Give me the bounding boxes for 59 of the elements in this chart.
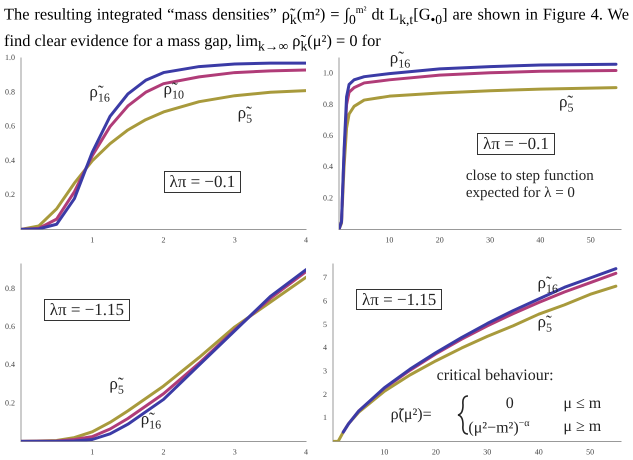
- x-tick-label: 50: [586, 235, 595, 244]
- series-label: ρ̃$_{16}$: [537, 272, 558, 296]
- y-tick-label: 0.4: [323, 162, 333, 172]
- y-tick-label: 0.2: [323, 193, 333, 202]
- y-tick-label: 0.2: [5, 398, 15, 408]
- x-tick-label: 10: [385, 235, 394, 244]
- series-label: ρ̃$_{10}$: [164, 78, 184, 102]
- x-tick-label: 20: [436, 235, 444, 244]
- annotation: close to step function expected for λ = 0: [466, 168, 594, 202]
- x-tick-label: 1: [90, 235, 94, 244]
- y-tick-label: 4: [323, 343, 327, 352]
- y-tick-label: 2: [323, 390, 327, 399]
- y-tick-label: 0.6: [323, 131, 333, 140]
- series-label: ρ̃$_{5}$: [238, 102, 252, 126]
- x-tick-label: 2: [162, 235, 166, 244]
- y-tick-label: 1: [323, 413, 327, 422]
- x-tick-label: 2: [162, 447, 166, 456]
- y-tick-label: 0.4: [5, 156, 15, 165]
- x-tick-label: 3: [232, 447, 237, 456]
- y-tick-label: 7: [323, 273, 327, 282]
- x-tick-label: 4: [304, 447, 308, 456]
- y-tick-label: 0.8: [5, 87, 15, 96]
- y-tick-label: 0.2: [5, 190, 15, 200]
- series-label: ρ̃$_{5}$: [109, 374, 124, 398]
- annotation: (μ²−m²)$^{−α}$: [468, 418, 530, 438]
- annotation: critical behaviour:: [436, 366, 554, 386]
- series-label: ρ̃$_{16}$: [89, 82, 110, 106]
- y-tick-label: 0.6: [5, 122, 15, 131]
- annotation: λπ = −1.15: [356, 288, 442, 310]
- y-tick-label: 0.6: [5, 322, 15, 332]
- x-tick-label: 50: [586, 447, 594, 456]
- x-tick-label: 30: [486, 235, 494, 244]
- x-tick-label: 10: [380, 447, 388, 456]
- annotation: λπ = −0.1: [477, 133, 555, 155]
- x-tick-label: 1: [90, 447, 94, 456]
- x-tick-label: 3: [232, 235, 237, 244]
- series-label: ρ̃$_{5}$: [558, 92, 574, 116]
- annotation: ρ̃(μ²)=: [390, 406, 432, 424]
- y-tick-label: 0.8: [323, 100, 333, 109]
- y-tick-label: 1.0: [5, 53, 15, 62]
- annotation: λπ = −0.1: [164, 171, 242, 193]
- y-tick-label: 0.8: [5, 284, 15, 293]
- x-tick-label: 4: [304, 235, 308, 244]
- y-tick-label: 3: [323, 366, 327, 376]
- series-label: ρ̃$_{5}$: [537, 312, 552, 336]
- series-label: ρ̃$_{16}$: [140, 409, 162, 433]
- annotation: 0: [506, 395, 514, 414]
- y-tick-label: 6: [323, 296, 327, 306]
- annotation: μ ≤ m: [563, 395, 602, 414]
- x-tick-label: 40: [536, 235, 544, 244]
- x-tick-label: 30: [483, 447, 492, 456]
- y-tick-label: 0.4: [5, 360, 15, 370]
- annotation: μ ≥ m: [563, 418, 602, 437]
- annotation: λπ = −1.15: [44, 299, 130, 322]
- x-tick-label: 40: [534, 447, 543, 456]
- x-tick-label: 20: [432, 447, 440, 456]
- y-tick-label: 5: [323, 320, 327, 329]
- y-tick-label: 1.0: [323, 68, 333, 78]
- series-label: ρ̃$_{16}$: [390, 48, 410, 71]
